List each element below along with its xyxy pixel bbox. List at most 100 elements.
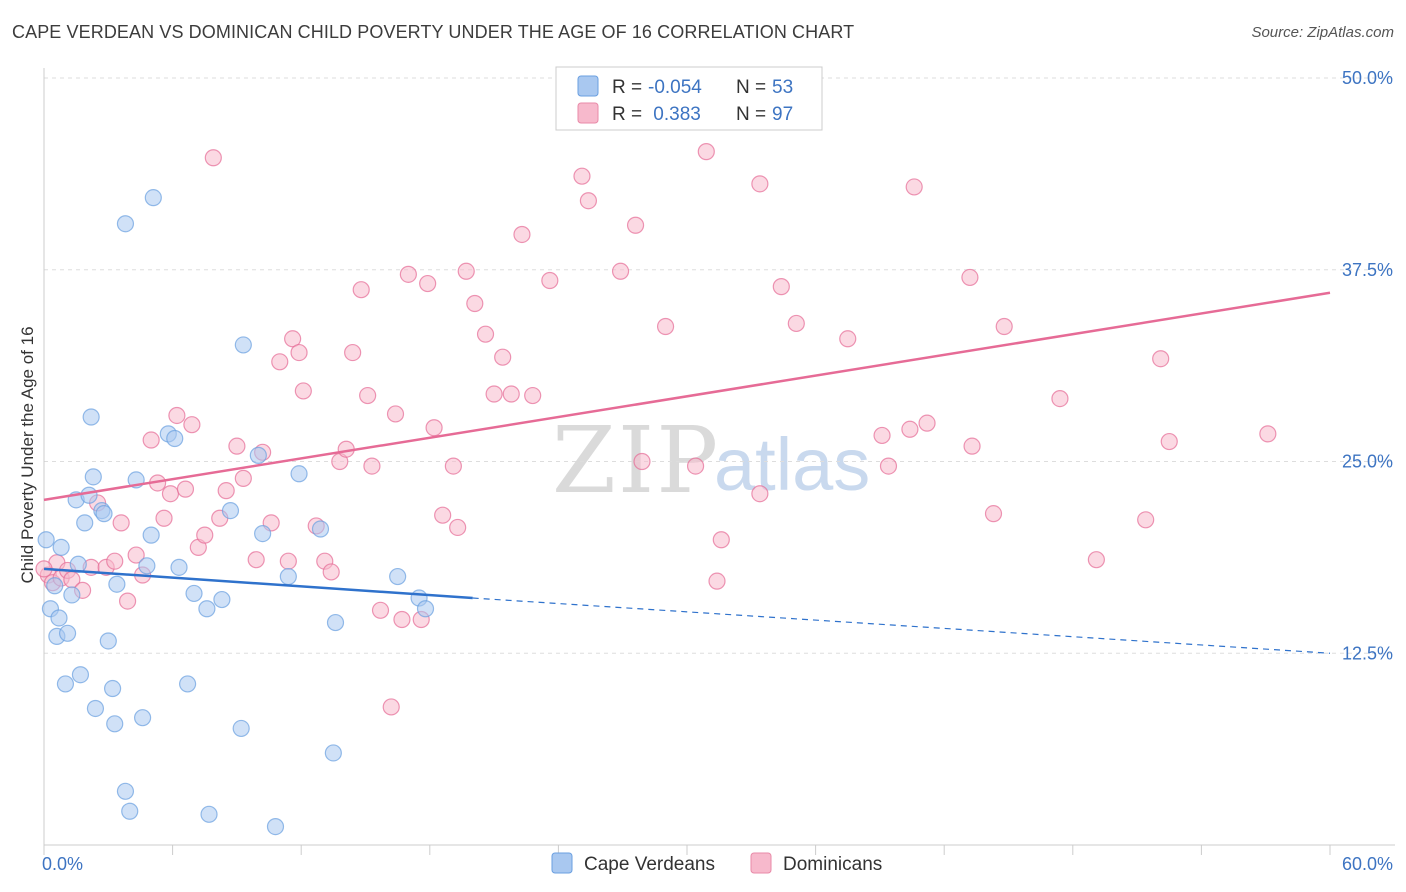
dominican-point: [290, 343, 308, 362]
dominican-point: [322, 563, 340, 581]
dominican-trend-line: [43, 291, 1331, 502]
legend-r-value-2: 0.383: [648, 104, 701, 125]
cape-verdean-point: [52, 538, 70, 557]
cape-verdean-point: [254, 524, 272, 543]
cape-verdean-point: [279, 567, 297, 586]
dominican-point: [457, 262, 475, 280]
cape-verdean-point: [213, 590, 231, 609]
dominican-point: [839, 330, 857, 348]
legend-n-value-2: 97: [772, 104, 793, 125]
y-tick-label: 37.5%: [1342, 260, 1393, 280]
dominican-point: [161, 485, 180, 503]
dominican-point: [247, 551, 265, 569]
dominican-point: [772, 278, 790, 296]
data-points: [35, 143, 1277, 836]
dominican-point: [697, 143, 715, 161]
dominican-point: [196, 526, 214, 544]
cape-verdean-point: [103, 679, 122, 698]
dominican-point: [393, 610, 411, 629]
dominican-point: [633, 452, 651, 471]
cape-verdean-point: [99, 632, 117, 650]
correlation-legend: R = -0.054 N = 53 R = 0.383 N = 97: [555, 66, 823, 131]
dominican-point: [168, 406, 186, 425]
trend-lines: [43, 291, 1331, 654]
gridlines: [44, 77, 1395, 654]
dominican-point: [344, 343, 362, 362]
dominican-point: [1160, 432, 1178, 451]
cape-verdean-point: [290, 465, 308, 483]
y-tick-labels: 12.5% 25.0% 37.5% 50.0%: [1342, 68, 1393, 663]
cape-verdean-point: [82, 408, 100, 426]
dominican-point: [112, 514, 130, 532]
dominican-point: [204, 149, 222, 167]
cape-verdean-point: [138, 557, 156, 575]
legend-r-label-2: R =: [612, 104, 642, 125]
bottom-legend-swatch-dominicans: [750, 852, 772, 874]
cape-verdean-point: [200, 805, 218, 823]
legend-swatch-cape-verdeans: [577, 75, 599, 97]
cape-verdean-point: [56, 675, 75, 693]
dominican-point: [524, 386, 542, 405]
y-tick-label: 12.5%: [1342, 643, 1393, 663]
dominican-point: [494, 348, 512, 366]
cape-verdean-point: [234, 336, 252, 354]
cape-verdean-point: [266, 817, 285, 836]
cape-verdean-trend-extension: [472, 597, 1331, 654]
dominican-point: [901, 420, 919, 438]
cape-verdean-point: [58, 624, 77, 642]
legend-swatch-dominicans: [577, 102, 599, 124]
cape-verdean-point: [80, 486, 98, 504]
x-tick-label: 0.0%: [42, 854, 83, 874]
cape-verdean-point: [76, 514, 94, 532]
y-tick-label: 25.0%: [1342, 452, 1393, 472]
cape-verdean-point: [389, 567, 407, 586]
dominican-point: [279, 552, 297, 570]
bottom-legend-label-cape-verdeans: Cape Verdeans: [584, 854, 715, 875]
dominican-point: [399, 265, 417, 283]
dominican-point: [386, 405, 405, 423]
dominican-point: [1051, 390, 1069, 408]
cape-verdean-point: [232, 719, 250, 738]
dominican-point: [142, 431, 160, 449]
dominican-point: [118, 592, 137, 610]
axes: [43, 68, 1395, 855]
dominican-point: [879, 457, 898, 475]
cape-verdean-point: [170, 558, 188, 576]
dominican-point: [234, 469, 252, 487]
dominican-point: [686, 457, 705, 475]
dominican-point: [1259, 425, 1277, 443]
dominican-point: [359, 386, 377, 405]
cape-verdean-point: [106, 715, 124, 733]
cape-verdean-point: [46, 577, 64, 595]
cape-verdean-point: [221, 501, 240, 520]
dominican-point: [626, 216, 645, 234]
cape-verdean-point: [185, 584, 203, 603]
dominican-point: [708, 572, 726, 590]
cape-verdean-point: [198, 600, 216, 618]
series-legend: Cape Verdeans Dominicans: [551, 852, 882, 875]
dominican-point: [217, 482, 235, 500]
dominican-point: [294, 382, 312, 400]
x-tick-labels: 0.0% 60.0%: [42, 854, 1393, 874]
dominican-point: [513, 225, 531, 244]
dominican-point: [485, 385, 503, 403]
cape-verdean-point: [249, 446, 267, 464]
legend-n-label-2: N =: [736, 104, 766, 125]
dominican-point: [183, 416, 201, 434]
dominican-point: [425, 419, 443, 437]
dominican-point: [176, 480, 195, 498]
cape-verdean-point: [95, 505, 113, 523]
cape-verdean-point: [116, 782, 135, 800]
cape-verdean-point: [63, 586, 81, 604]
cape-verdean-point: [324, 744, 342, 762]
cape-verdean-point: [86, 699, 105, 718]
legend-n-value-1: 53: [772, 77, 793, 98]
dominican-point: [961, 268, 979, 287]
dominican-point: [963, 437, 981, 455]
dominican-point: [449, 518, 467, 537]
legend-r-value-1: -0.054: [648, 77, 702, 98]
dominican-point: [419, 274, 437, 293]
dominican-point: [271, 353, 289, 371]
dominican-point: [611, 262, 630, 280]
